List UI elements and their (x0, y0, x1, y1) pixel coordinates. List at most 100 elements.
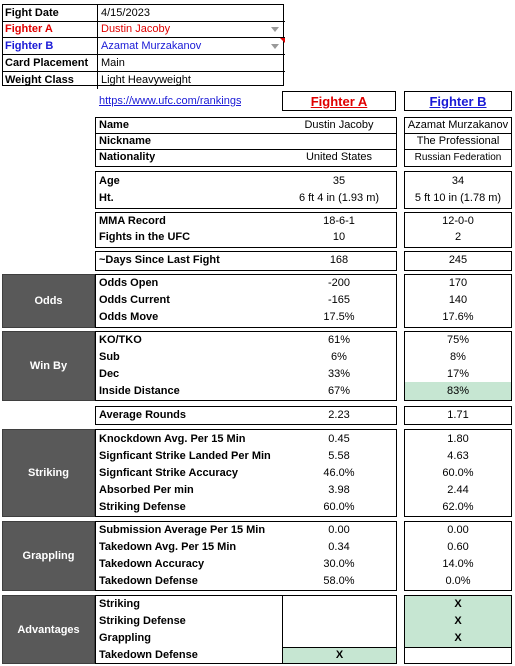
mma-record-label: MMA Record (99, 215, 166, 227)
knockdown-label: Knockdown Avg. Per 15 Min (99, 433, 246, 445)
sub-a: 6% (331, 351, 347, 363)
fighter-b-column-header: Fighter B (404, 91, 512, 111)
nickname-label: Nickname (99, 135, 151, 147)
advantages-a-highlight (283, 647, 396, 663)
takedown-accuracy-a: 30.0% (323, 558, 355, 570)
strike-accuracy-b: 60.0% (442, 467, 474, 479)
nickname-b: The Professional (416, 135, 500, 147)
avg-rounds-section-b (404, 406, 512, 425)
bio-section-b (404, 117, 512, 167)
dec-a: 33% (327, 368, 351, 380)
striking-section (95, 429, 397, 517)
card-placement-row: Card Placement Main (3, 55, 285, 72)
days-since-label: ~Days Since Last Fight (99, 254, 220, 266)
win-by-section (95, 331, 397, 401)
grappling-section-label: Grappling (2, 521, 95, 591)
advantages-section-label: Advantages (2, 595, 95, 664)
takedown-avg-b: 0.60 (447, 541, 469, 553)
fighter-b-row: Fighter B Azamat Murzakanov (3, 38, 285, 55)
name-b: Azamat Murzakanov (407, 119, 509, 131)
days-since-b: 245 (448, 254, 468, 266)
ko-tko-a: 61% (327, 334, 351, 346)
grappling-section-b (404, 521, 512, 591)
slpm-label: Signficant Strike Landed Per Min (99, 450, 271, 462)
odds-current-a: -165 (327, 294, 351, 306)
avg-rounds-b: 1.71 (447, 409, 469, 421)
adv-takedown-defense-label: Takedown Defense (99, 649, 198, 661)
adv-grappling-label: Grappling (99, 632, 151, 644)
knockdown-b: 1.80 (447, 433, 469, 445)
height-label: Ht. (99, 192, 114, 204)
slpm-a: 5.58 (328, 450, 350, 462)
weight-class-value[interactable]: Light Heavyweight (101, 74, 191, 86)
odds-section-label: Odds (2, 274, 95, 328)
fight-date-value[interactable]: 4/15/2023 (101, 7, 150, 19)
record-section (95, 212, 397, 248)
physical-section-b (404, 171, 512, 209)
fighter-a-column-header: Fighter A (282, 91, 396, 111)
inside-distance-b: 83% (446, 385, 470, 397)
avg-rounds-a: 2.23 (328, 409, 350, 421)
advantages-section-b (404, 595, 512, 664)
takedown-avg-label: Takedown Avg. Per 15 Min (99, 541, 237, 553)
dec-label: Dec (99, 368, 120, 380)
odds-move-a: 17.5% (323, 311, 355, 323)
rankings-link[interactable]: https://www.ufc.com/rankings (99, 95, 242, 107)
nickname-a (282, 133, 396, 150)
knockdown-a: 0.45 (328, 433, 350, 445)
odds-move-label: Odds Move (99, 311, 159, 323)
age-label: Age (99, 175, 120, 187)
takedown-defense-b: 0.0% (445, 575, 471, 587)
nationality-b: Russian Federation (414, 152, 502, 163)
takedown-defense-label: Takedown Defense (99, 575, 198, 587)
adv-grappling-a (283, 630, 396, 647)
fighter-a-label: Fighter A (5, 23, 53, 35)
adv-striking-defense-b: X (454, 615, 462, 627)
ko-tko-label: KO/TKO (99, 334, 142, 346)
takedown-avg-a: 0.34 (328, 541, 350, 553)
mma-record-b: 12-0-0 (442, 215, 474, 227)
odds-current-label: Odds Current (99, 294, 170, 306)
days-since-a: 168 (329, 254, 349, 266)
striking-defense-label: Striking Defense (99, 501, 186, 513)
takedown-accuracy-b: 14.0% (442, 558, 474, 570)
chevron-down-icon[interactable] (271, 27, 279, 32)
ufc-fights-b: 2 (454, 231, 462, 243)
fight-info-table: Fight Date 4/15/2023 Fighter A Dustin Ja… (2, 4, 285, 89)
weight-class-row: Weight Class Light Heavyweight (3, 72, 285, 89)
adv-striking-b: X (454, 598, 462, 610)
adv-takedown-defense-a: X (335, 649, 344, 661)
fighter-b-select[interactable]: Azamat Murzakanov (101, 40, 202, 52)
adv-striking-a (283, 596, 396, 613)
odds-current-b: 140 (448, 294, 468, 306)
adv-grappling-b: X (454, 632, 462, 644)
comment-indicator-icon (280, 38, 285, 43)
ko-tko-b: 75% (446, 334, 470, 346)
fighter-a-select[interactable]: Dustin Jacoby (101, 23, 171, 35)
inside-distance-b-highlight (405, 382, 511, 400)
days-since-section (95, 251, 397, 271)
submission-avg-a: 0.00 (328, 524, 350, 536)
mma-record-a: 18-6-1 (323, 215, 355, 227)
slpm-b: 4.63 (447, 450, 469, 462)
fighter-b-label: Fighter B (5, 40, 54, 52)
odds-open-a: -200 (327, 277, 351, 289)
ufc-fights-a: 10 (332, 231, 346, 243)
card-placement-value[interactable]: Main (101, 57, 125, 69)
absorbed-b: 2.44 (447, 484, 469, 496)
odds-open-label: Odds Open (99, 277, 159, 289)
strike-accuracy-a: 46.0% (323, 467, 355, 479)
win-by-section-b (404, 331, 512, 401)
odds-open-b: 170 (448, 277, 468, 289)
advantages-section (95, 595, 397, 664)
odds-section (95, 274, 397, 328)
dec-b: 17% (446, 368, 470, 380)
striking-section-b (404, 429, 512, 517)
height-a: 6 ft 4 in (1.93 m) (298, 192, 380, 204)
ufc-fights-label: Fights in the UFC (99, 231, 191, 243)
fighter-a-column-title: Fighter A (310, 94, 368, 109)
adv-striking-label: Striking (99, 598, 140, 610)
nationality-label: Nationality (99, 151, 156, 163)
chevron-down-icon[interactable] (271, 44, 279, 49)
name-a: Dustin Jacoby (304, 119, 374, 131)
